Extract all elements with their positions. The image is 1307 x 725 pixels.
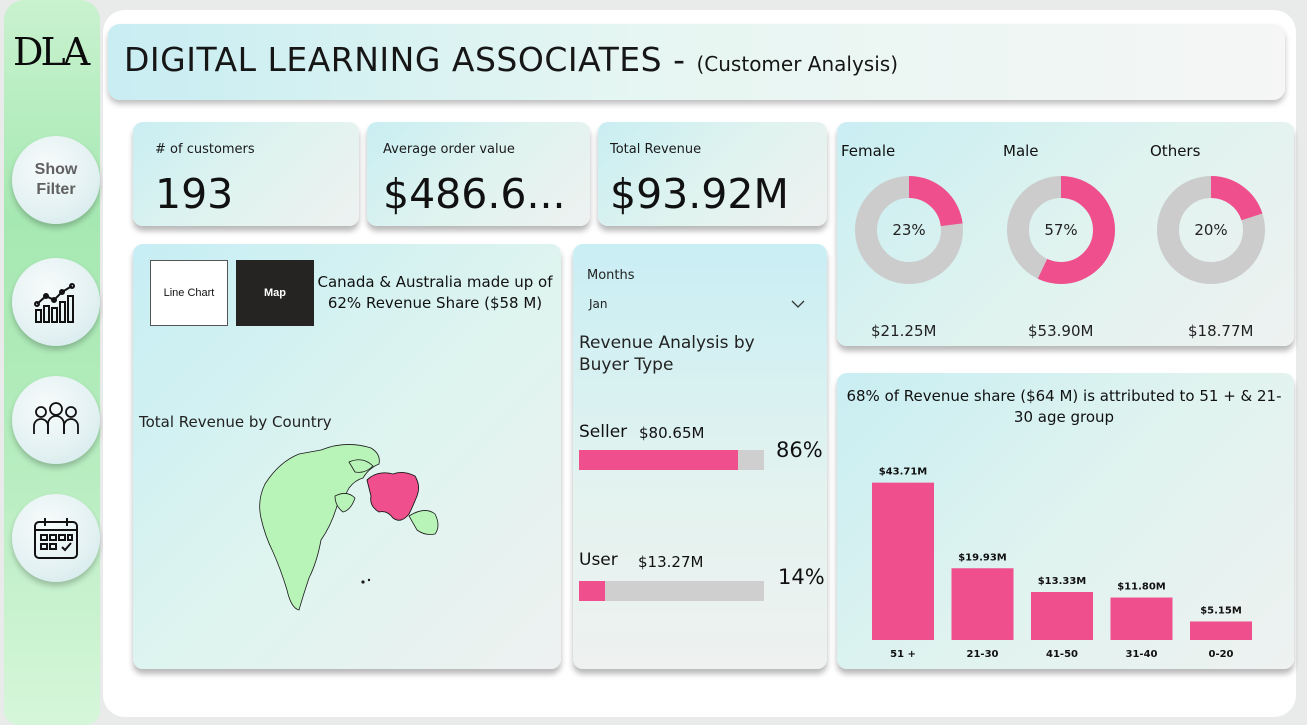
show-filter-label-1: Show <box>34 161 78 178</box>
world-map-globe[interactable] <box>251 440 447 632</box>
page-title: DIGITAL LEARNING ASSOCIATES - (Customer … <box>124 40 898 79</box>
age-group-bar-chart: $43.71M 51 + $19.93M 21-30 $13.33M 41-50 $11.8… <box>872 467 1252 660</box>
globe-landmass-bay <box>334 493 356 513</box>
months-filter-label: Months <box>587 268 635 283</box>
age-bar[interactable] <box>1031 592 1093 640</box>
user-bar-fill <box>579 581 605 601</box>
female-donut: 23% <box>855 176 963 284</box>
age-bar[interactable] <box>872 482 934 640</box>
map-toggle-button[interactable]: Map <box>236 260 314 326</box>
country-revenue-card: Line Chart Map Canada & Australia made u… <box>133 244 561 669</box>
nav-customers-button[interactable] <box>12 376 100 464</box>
male-revenue: $53.90M <box>1028 322 1094 340</box>
others-revenue: $18.77M <box>1188 322 1254 340</box>
map-insight-text: Canada & Australia made up of 62% Revenu… <box>317 273 553 312</box>
kpi-value: $486.6... <box>383 170 566 218</box>
age-group-card: 68% of Revenue share ($64 M) is attribut… <box>837 373 1294 669</box>
globe-island-2 <box>367 578 371 582</box>
show-filter-button[interactable]: Show Filter <box>12 136 100 224</box>
seller-bar-fill <box>579 450 739 470</box>
globe-island-1 <box>361 580 365 584</box>
female-revenue: $21.25M <box>871 322 937 340</box>
age-bar-data-label: $11.80M <box>1117 582 1166 593</box>
user-label: User <box>579 550 618 570</box>
kpi-card-avg-order: Average order value $486.6... <box>367 122 590 226</box>
seller-label: Seller <box>579 422 628 442</box>
others-donut-segment <box>1157 176 1265 284</box>
user-bar-track <box>579 581 764 601</box>
months-dropdown-value: Jan <box>589 297 608 311</box>
male-label: Male <box>1003 142 1039 160</box>
bar-chart-growth-icon <box>34 283 75 323</box>
gender-revenue-card: Female Male Others 23% 57% 20% $21.25M $… <box>837 122 1294 346</box>
age-bar-data-label: $19.93M <box>958 552 1007 563</box>
seller-value: $80.65M <box>639 424 705 442</box>
age-category-label: 51 + <box>890 649 916 660</box>
globe-landmass-arctic <box>348 459 374 473</box>
page-title-main: DIGITAL LEARNING ASSOCIATES - <box>124 40 697 79</box>
others-label: Others <box>1150 142 1201 160</box>
kpi-label: # of customers <box>155 142 255 157</box>
seller-pct: 86% <box>776 438 823 462</box>
line-chart-toggle-button[interactable]: Line Chart <box>150 260 228 326</box>
page-subtitle: (Customer Analysis) <box>696 52 898 76</box>
globe-landmass-americas <box>259 444 380 611</box>
nav-analytics-button[interactable] <box>12 258 100 346</box>
title-bar: DIGITAL LEARNING ASSOCIATES - (Customer … <box>108 24 1285 100</box>
age-bar-data-label: $5.15M <box>1200 605 1242 616</box>
months-dropdown[interactable]: Jan <box>585 290 809 316</box>
customers-group-icon <box>33 402 79 434</box>
user-value: $13.27M <box>638 553 704 571</box>
sidebar: DLA Show Filter <box>4 0 100 725</box>
female-donut-segment <box>855 176 963 284</box>
user-pct: 14% <box>778 565 825 589</box>
age-category-label: 0-20 <box>1208 649 1233 660</box>
kpi-card-total-revenue: Total Revenue $93.92M <box>598 122 827 226</box>
company-logo: DLA <box>13 30 90 74</box>
kpi-label: Total Revenue <box>610 142 702 157</box>
female-label: Female <box>841 142 896 160</box>
others-pct: 20% <box>1194 221 1227 239</box>
show-filter-label-2: Filter <box>36 181 76 198</box>
buyer-panel-title: Revenue Analysis by Buyer Type <box>579 333 755 375</box>
nav-calendar-button[interactable] <box>12 494 100 582</box>
calendar-icon <box>34 518 78 559</box>
age-insight-text: 68% of Revenue share ($64 M) is attribut… <box>846 387 1282 426</box>
age-category-label: 41-50 <box>1046 649 1078 660</box>
age-bar[interactable] <box>1110 597 1173 640</box>
age-bar[interactable] <box>951 568 1014 640</box>
male-donut: 57% <box>1007 176 1115 284</box>
kpi-label: Average order value <box>383 142 515 157</box>
others-donut: 20% <box>1157 176 1265 284</box>
male-pct: 57% <box>1044 221 1077 239</box>
globe-highlight-canada <box>366 471 420 521</box>
kpi-value: $93.92M <box>610 170 789 218</box>
female-pct: 23% <box>892 221 925 239</box>
map-title: Total Revenue by Country <box>139 413 332 431</box>
age-category-label: 31-40 <box>1126 649 1158 660</box>
globe-landmass-greenland <box>408 510 439 535</box>
chevron-down-icon <box>791 300 805 308</box>
age-bar-data-label: $43.71M <box>879 467 928 478</box>
kpi-value: 193 <box>155 170 234 218</box>
age-bar[interactable] <box>1190 621 1252 640</box>
male-donut-segment <box>1007 176 1115 284</box>
age-category-label: 21-30 <box>967 649 999 660</box>
kpi-card-customers: # of customers 193 <box>133 122 359 226</box>
seller-bar-track <box>579 450 764 470</box>
buyer-type-card: Months Jan Revenue Analysis by Buyer Typ… <box>573 244 827 669</box>
age-bar-data-label: $13.33M <box>1038 576 1087 587</box>
